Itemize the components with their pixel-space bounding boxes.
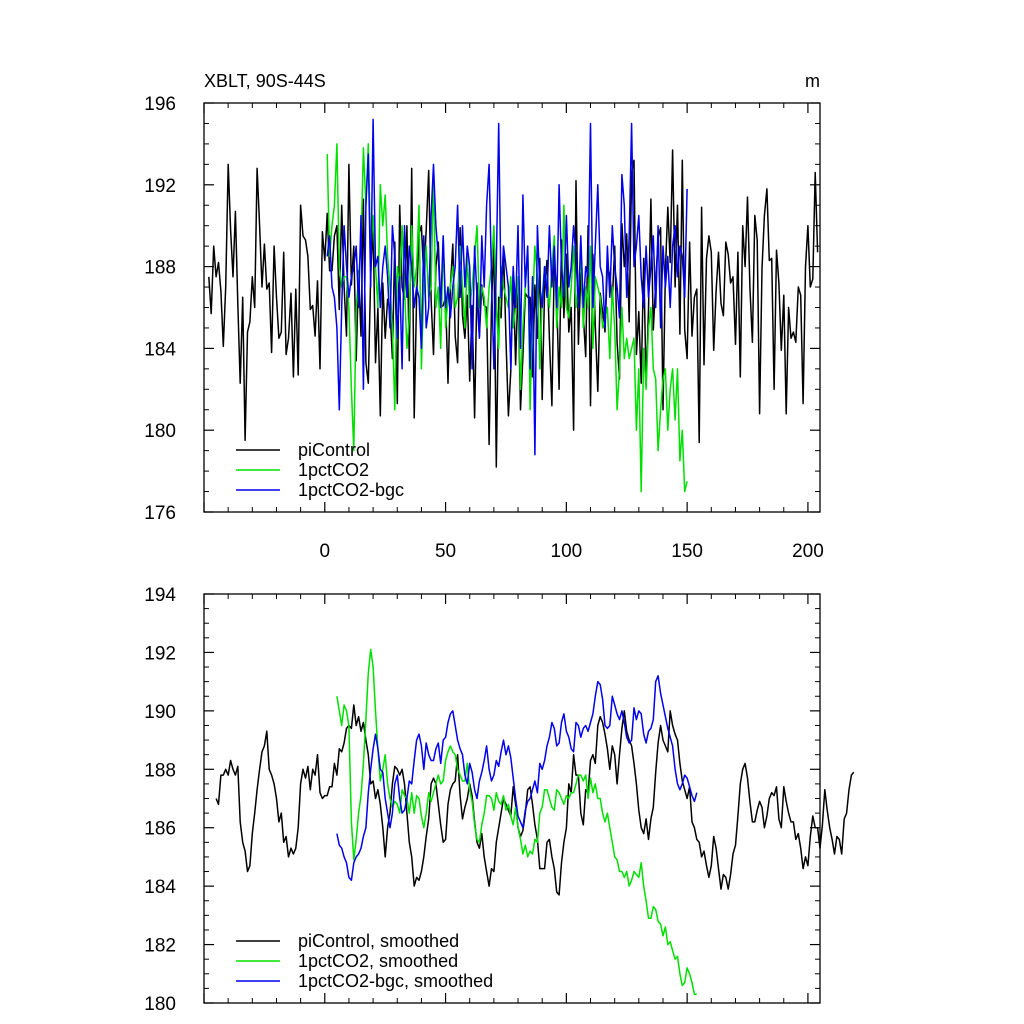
bottom-y-tick-label: 180 [144,994,176,1015]
bottom-legend-label: 1pctCO2, smoothed [298,951,458,971]
top-series-line-1pctco2 [326,143,688,493]
bottom-y-tick-label: 184 [144,877,176,898]
top-y-tick-label: 192 [144,176,176,197]
top-series-line-picontrol [208,149,819,468]
bottom-y-tick-label: 186 [144,819,176,840]
bottom-legend-label: piControl, smoothed [298,931,459,951]
top-x-tick-label: 100 [551,541,583,562]
top-series-line-1pctco2-bgc [326,118,688,456]
top-panel: XBLT, 90S-44S m 176 180 184 188 192 196 0 50 100… [144,71,823,562]
bottom-y-tick-label: 192 [144,643,176,664]
bottom-series-line-1pctco2-bgc-smoothed [336,675,698,882]
top-y-tick-label: 184 [144,339,176,360]
top-x-tick-label: 0 [319,541,330,562]
top-y-tick-label: 180 [144,421,176,442]
top-x-tick-label: 50 [435,541,456,562]
top-legend-label: piControl [298,440,370,460]
bottom-y-tick-label: 194 [144,585,176,606]
top-y-tick-label: 176 [144,503,176,524]
chart-title: XBLT, 90S-44S [204,71,326,91]
bottom-series-line-picontrol-smoothed [215,704,855,896]
bottom-y-tick-label: 190 [144,702,176,723]
top-legend-label: 1pctCO2-bgc [298,480,404,500]
top-y-tick-label: 196 [144,94,176,115]
units-label: m [805,71,820,91]
top-legend-label: 1pctCO2 [298,460,369,480]
bottom-legend-label: 1pctCO2-bgc, smoothed [298,971,493,991]
bottom-panel: 180 182 184 186 188 190 192 194 piControl, smoot… [144,585,855,1015]
top-y-tick-label: 188 [144,258,176,279]
bottom-y-tick-label: 182 [144,936,176,957]
bottom-y-tick-label: 188 [144,760,176,781]
bottom-series-line-1pctco2-smoothed [336,648,697,995]
top-x-tick-label: 150 [671,541,703,562]
top-x-tick-label: 200 [792,541,824,562]
